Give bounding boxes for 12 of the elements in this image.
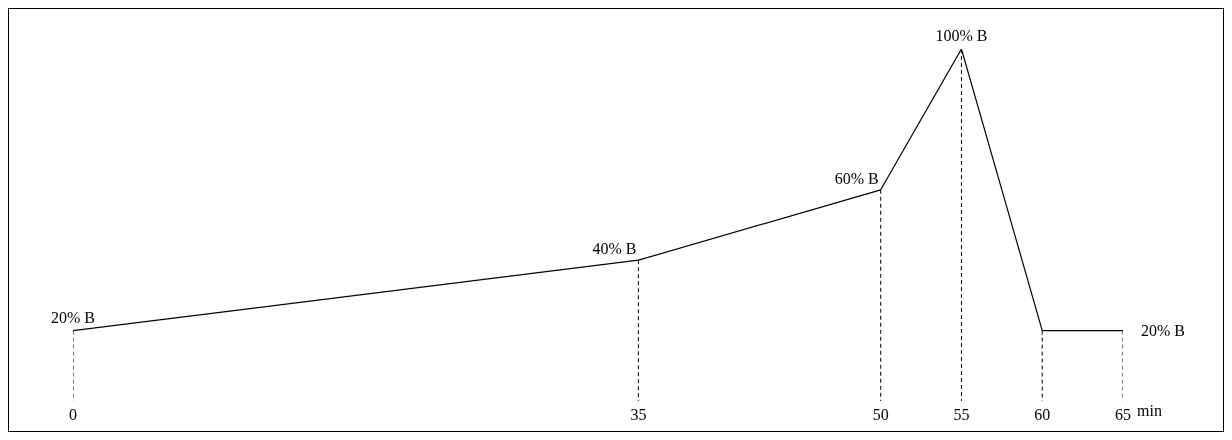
- data-label: 100% B: [935, 27, 988, 44]
- x-axis-title: min: [1137, 401, 1162, 419]
- data-label: 20% B: [51, 308, 95, 326]
- x-tick-label: 60: [1034, 406, 1051, 424]
- x-tick-label: 55: [953, 406, 970, 424]
- x-tick-label: 35: [630, 406, 647, 424]
- x-tick-label: 50: [872, 406, 889, 424]
- data-label: 20% B: [1141, 321, 1185, 339]
- data-label: 60% B: [834, 169, 879, 187]
- data-label: 40% B: [592, 240, 637, 258]
- x-tick-label: 0: [69, 406, 77, 424]
- x-tick-label: 65: [1115, 406, 1131, 424]
